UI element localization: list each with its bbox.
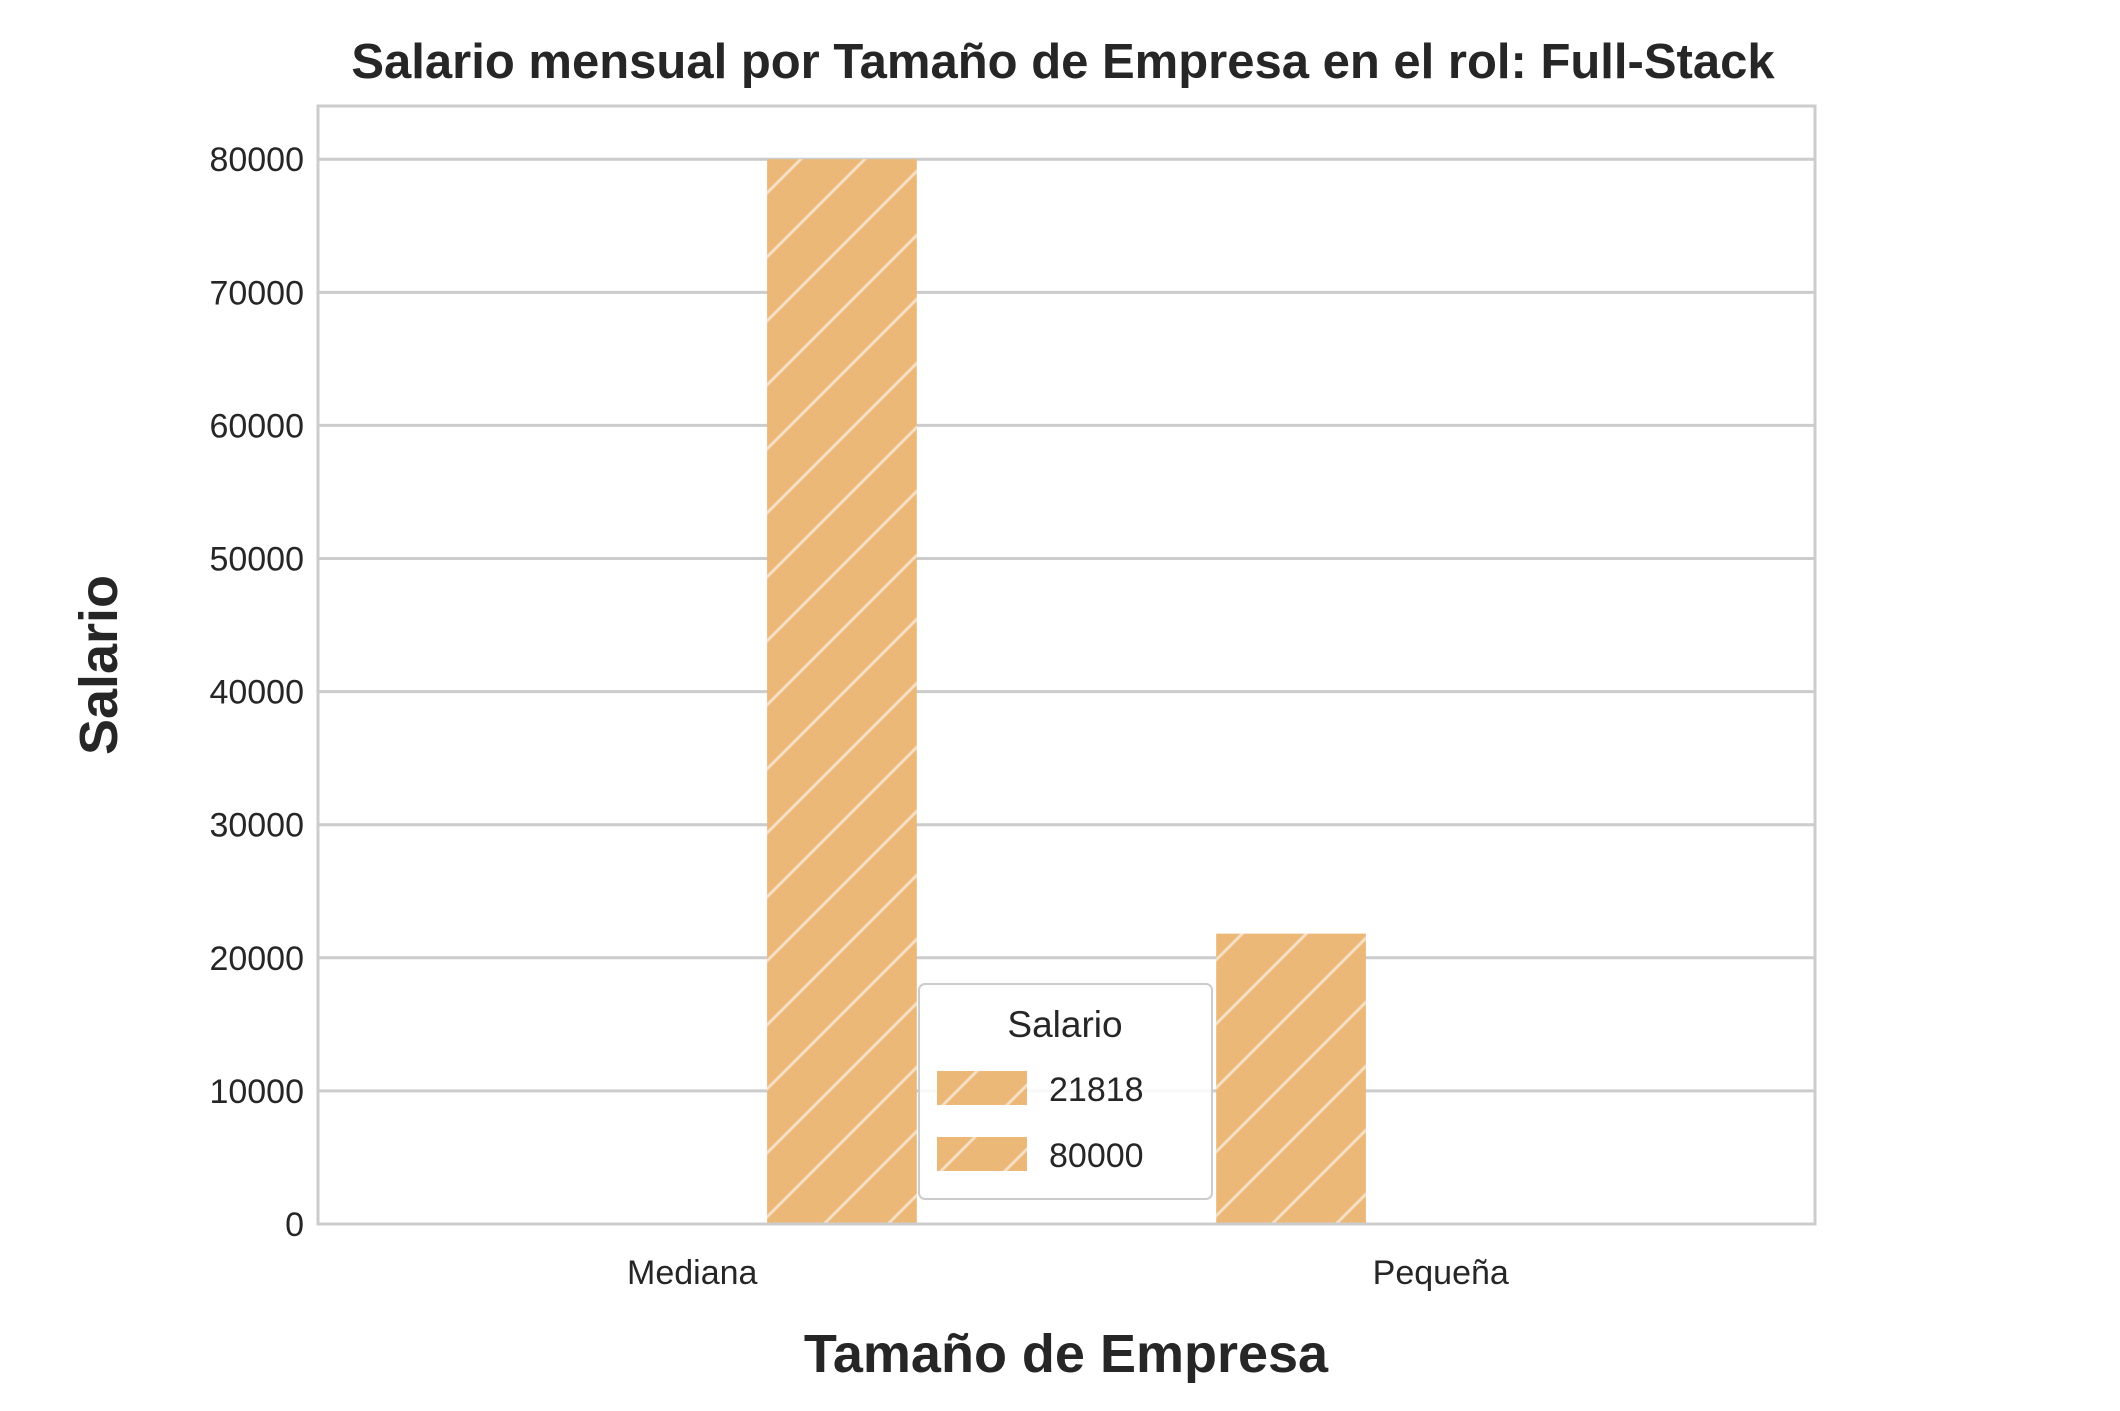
legend-item-80000: 80000 bbox=[937, 1137, 1144, 1175]
y-tick-label: 30000 bbox=[209, 807, 304, 845]
x-axis-ticks: Mediana Pequeña bbox=[627, 1254, 1509, 1292]
bar-pequeña-21818 bbox=[1216, 933, 1366, 1224]
x-axis-label: Tamaño de Empresa bbox=[804, 1324, 1329, 1384]
y-axis-label: Salario bbox=[69, 575, 129, 755]
legend: Salario 21818 80000 bbox=[918, 983, 1213, 1200]
y-tick-label: 50000 bbox=[209, 541, 304, 579]
chart-title: Salario mensual por Tamaño de Empresa en… bbox=[351, 35, 1775, 89]
y-tick-label: 40000 bbox=[209, 674, 304, 712]
y-tick-label: 60000 bbox=[209, 407, 304, 445]
y-tick-label: 20000 bbox=[209, 940, 304, 978]
plot-frame bbox=[316, 104, 1817, 1226]
legend-title: Salario bbox=[1007, 1004, 1122, 1045]
x-tick-label: Pequeña bbox=[1373, 1254, 1509, 1292]
legend-label: 80000 bbox=[1049, 1137, 1144, 1175]
y-tick-label: 80000 bbox=[209, 141, 304, 179]
y-tick-label: 10000 bbox=[209, 1073, 304, 1111]
bars bbox=[767, 159, 1366, 1225]
y-tick-label: 70000 bbox=[209, 274, 304, 312]
y-axis-ticks: 0 10000 20000 30000 40000 50000 60000 70000 8000… bbox=[209, 141, 304, 1244]
legend-item-21818: 21818 bbox=[937, 1071, 1144, 1109]
bar-mediana-80000 bbox=[767, 159, 917, 1225]
legend-label: 21818 bbox=[1049, 1071, 1144, 1109]
gridlines bbox=[318, 157, 1815, 1226]
x-tick-label: Mediana bbox=[627, 1254, 758, 1292]
y-tick-label: 0 bbox=[285, 1206, 304, 1244]
